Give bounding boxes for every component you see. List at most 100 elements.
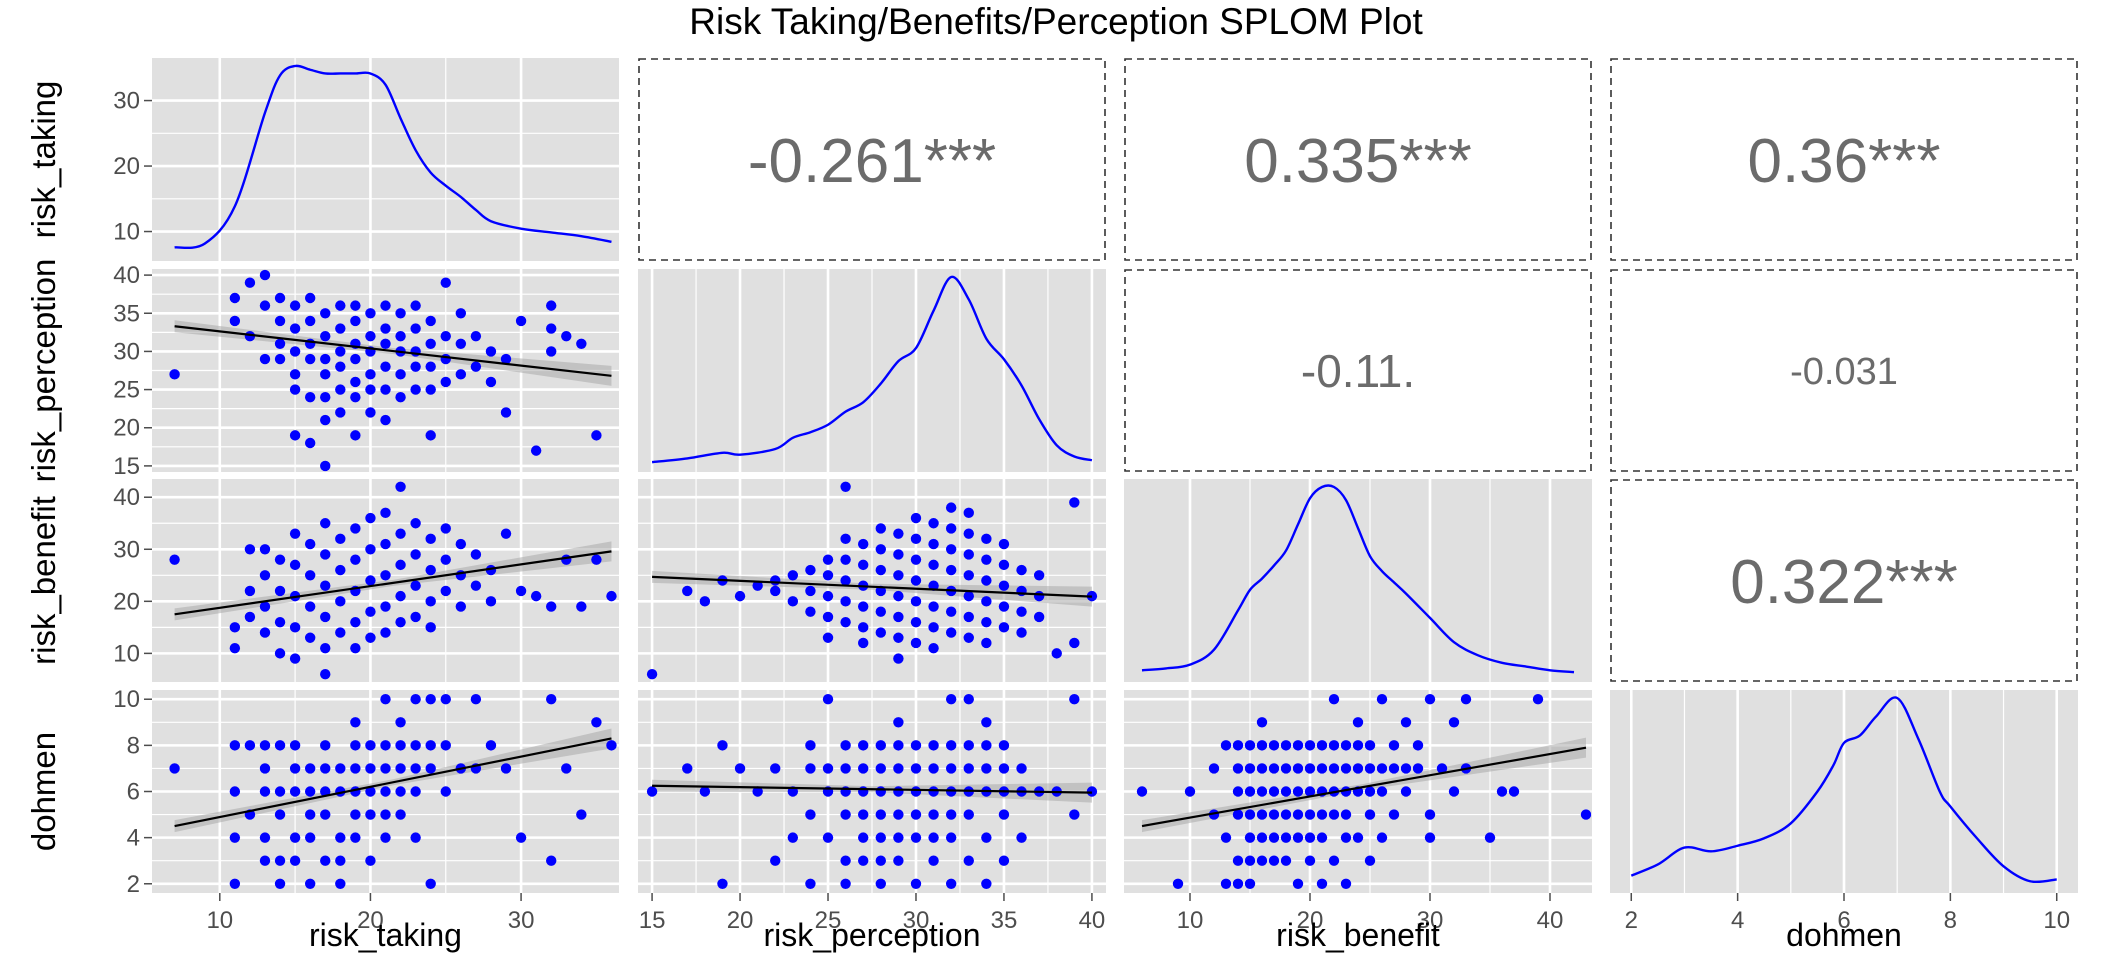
panel-risk_benefit-risk_taking: [152, 479, 619, 682]
x-tick-label: 25: [815, 907, 842, 934]
data-point: [1232, 855, 1244, 866]
fit-line: [174, 737, 612, 828]
data-point: [350, 376, 361, 388]
data-point: [410, 361, 421, 372]
data-point: [546, 323, 557, 334]
data-point: [576, 601, 587, 612]
data-point: [1364, 855, 1376, 866]
data-point: [945, 740, 957, 751]
data-point: [440, 376, 451, 388]
data-point: [1016, 763, 1027, 774]
data-point: [335, 564, 346, 576]
correlation-panel-frame: [638, 58, 1106, 261]
data-point: [259, 269, 271, 281]
data-point: [840, 481, 851, 493]
y-tick-label: 8: [127, 732, 140, 759]
data-point: [380, 786, 391, 797]
data-point: [304, 763, 316, 774]
data-point: [320, 353, 331, 365]
data-point: [1376, 832, 1388, 843]
data-point: [840, 575, 851, 586]
y-tick-label: 10: [113, 640, 140, 667]
data-point: [875, 855, 886, 866]
data-point: [304, 632, 316, 643]
data-point: [1268, 832, 1280, 843]
panel-risk_perception-risk_taking: [152, 269, 619, 472]
density-curve-dohmen: [1630, 696, 2057, 884]
data-point: [1304, 809, 1316, 820]
data-point: [365, 544, 376, 555]
data-point: [470, 694, 482, 705]
data-point: [259, 855, 271, 866]
data-point: [945, 627, 957, 638]
data-point: [875, 627, 886, 638]
data-point: [455, 308, 467, 319]
data-point: [1388, 763, 1400, 774]
data-point: [928, 538, 939, 550]
data-point: [928, 763, 939, 774]
data-point: [1316, 763, 1328, 774]
data-point: [1268, 740, 1280, 751]
data-point: [274, 809, 286, 820]
data-point: [963, 507, 974, 519]
correlation-label: 0.335***: [1244, 127, 1472, 196]
panel-background: [1124, 479, 1592, 682]
data-point: [981, 878, 992, 889]
x-tick-label: 2: [1625, 907, 1638, 934]
data-point: [945, 606, 957, 617]
data-point: [963, 740, 974, 751]
x-tick-label: 40: [1537, 907, 1564, 934]
data-point: [259, 627, 271, 638]
data-point: [1340, 878, 1352, 889]
y-tick-label: 25: [113, 377, 140, 404]
data-point: [822, 611, 834, 623]
panel-risk_taking-risk_taking: [152, 58, 619, 261]
data-point: [485, 740, 497, 751]
data-point: [858, 786, 869, 797]
data-point: [1400, 763, 1412, 774]
data-point: [440, 277, 451, 288]
data-point: [998, 740, 1010, 751]
data-point: [380, 507, 391, 519]
y-tick-label: 6: [127, 779, 140, 806]
data-point: [229, 832, 241, 843]
data-point: [981, 637, 992, 649]
data-point: [1292, 878, 1304, 889]
data-point: [380, 763, 391, 774]
data-point: [787, 570, 799, 581]
correlation-panel-frame: [1610, 479, 2078, 682]
data-point: [945, 832, 957, 843]
y-tick-label: 20: [113, 153, 140, 180]
data-point: [289, 369, 301, 380]
col-title-dohmen: dohmen: [1786, 917, 1902, 953]
data-point: [440, 585, 451, 597]
data-point: [1069, 637, 1080, 649]
data-point: [963, 570, 974, 581]
data-point: [1316, 740, 1328, 751]
panel-dohmen-risk_benefit: [1124, 690, 1592, 893]
data-point: [1280, 786, 1292, 797]
data-point: [274, 554, 286, 565]
data-point: [1412, 740, 1424, 751]
data-point: [682, 585, 693, 597]
data-point: [395, 786, 406, 797]
data-point: [945, 523, 957, 534]
data-point: [1232, 740, 1244, 751]
data-point: [1268, 809, 1280, 820]
panel-risk_perception-dohmen: -0.031: [1610, 269, 2078, 472]
data-point: [1232, 763, 1244, 774]
data-point: [335, 323, 346, 334]
data-point: [591, 554, 602, 565]
data-point: [350, 554, 361, 565]
panel-risk_benefit-dohmen: 0.322***: [1610, 479, 2078, 682]
data-point: [1208, 763, 1220, 774]
data-point: [380, 323, 391, 334]
data-point: [858, 832, 869, 843]
data-point: [335, 855, 346, 866]
data-point: [546, 694, 557, 705]
data-point: [981, 533, 992, 545]
data-point: [1033, 590, 1045, 602]
confidence-band: [174, 320, 612, 386]
data-point: [805, 878, 816, 889]
data-point: [289, 384, 301, 395]
